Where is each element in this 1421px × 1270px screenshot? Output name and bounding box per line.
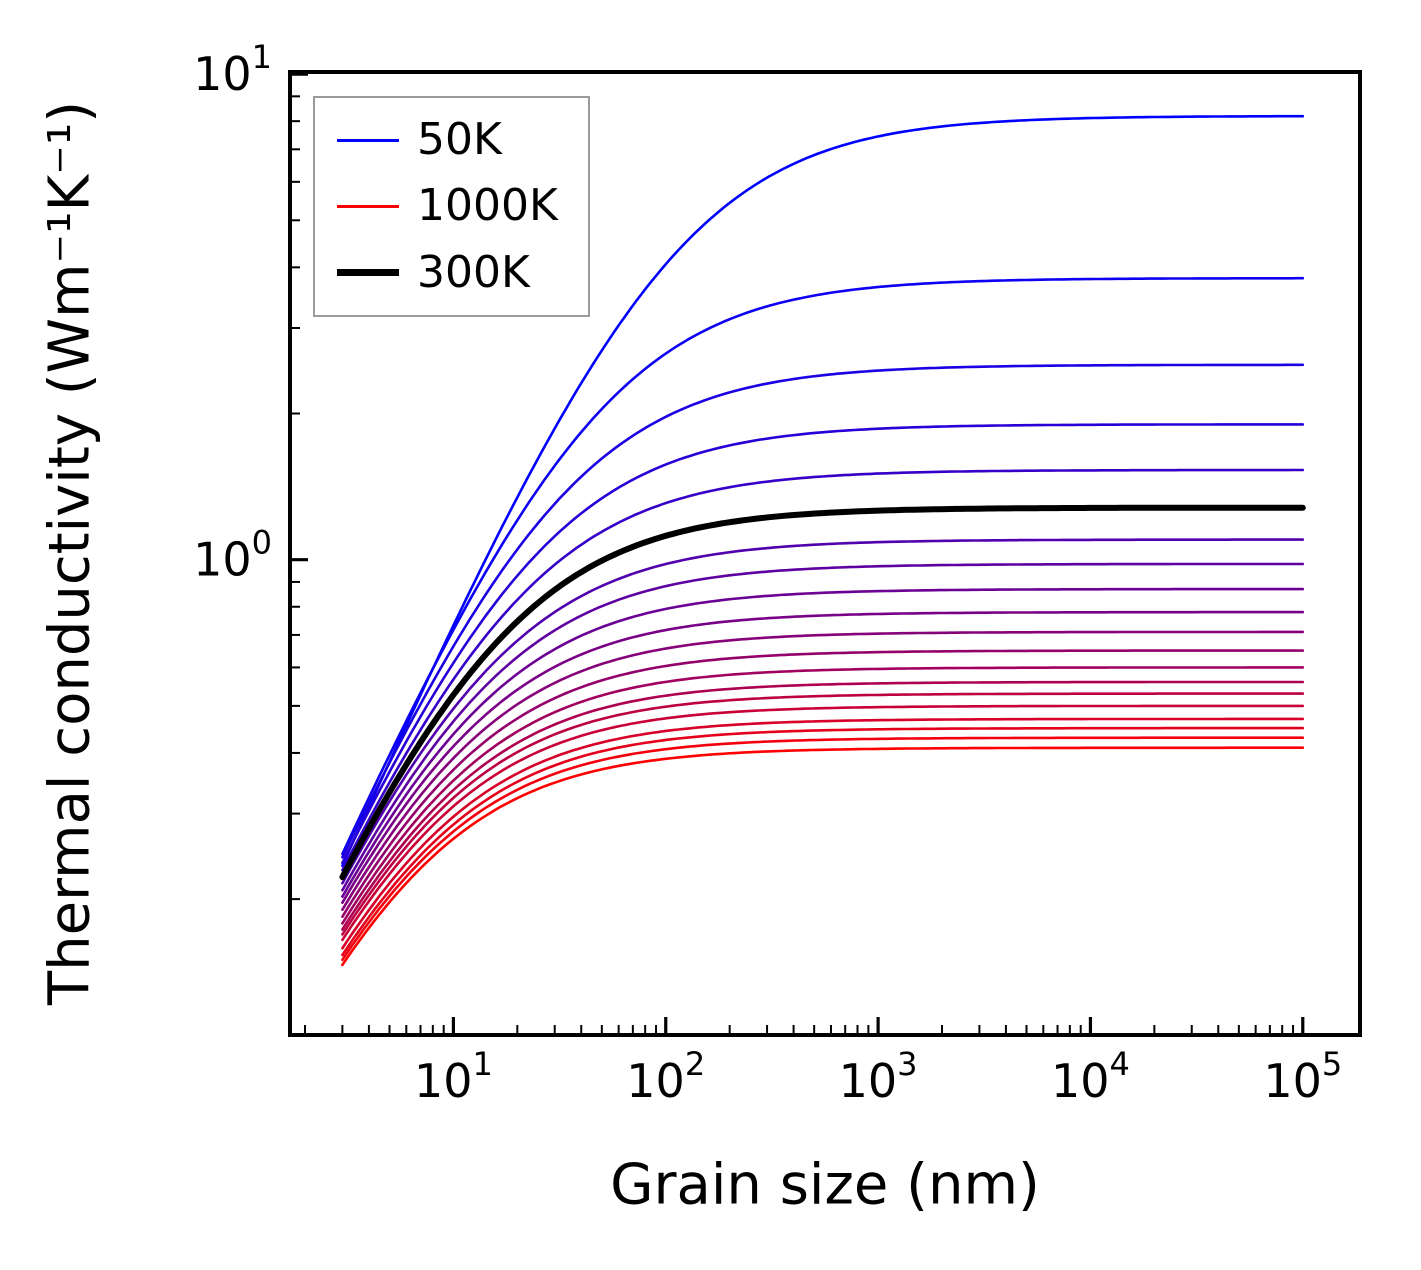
series-line-150K [341,363,1305,859]
legend-line-sample-300K [337,269,399,277]
legend-item-1000K: 1000K [337,180,558,232]
tick-label: 102 [626,1045,705,1108]
legend-label-1000K: 1000K [417,180,558,232]
series-line-250K [341,468,1305,872]
series-line-850K [341,717,1305,950]
series-line-800K [341,704,1305,942]
series-line-400K [341,562,1305,892]
series-line-650K [341,666,1305,925]
tick-label: 104 [1051,1045,1130,1108]
series-line-500K [341,610,1305,904]
curves-group [339,114,1306,967]
legend-line-sample-1000K [337,205,399,209]
legend-line-sample-50K [337,138,399,142]
tick-label: 103 [839,1045,918,1108]
tick-label: 101 [193,38,272,101]
series-line-550K [341,630,1305,911]
y-axis-label: Thermal conductivity (Wm⁻¹K⁻¹) [37,100,103,1006]
series-line-900K [341,726,1305,957]
tick-label: 100 [193,524,272,587]
legend: 50K 1000K 300K [313,96,590,318]
series-line-1000K [341,746,1305,967]
axes-spines [288,70,1362,1037]
x-axis-label: Grain size (nm) [610,1152,1040,1218]
series-line-950K [341,736,1305,962]
tick-label: 105 [1263,1045,1342,1108]
series-line-200K [341,423,1305,865]
legend-item-50K: 50K [337,114,558,165]
legend-label-50K: 50K [417,114,502,165]
series-line-300K [339,504,1306,881]
series-line-350K [341,538,1305,885]
series-line-50K [341,114,1305,867]
series-line-750K [341,692,1305,936]
series-line-700K [341,680,1305,931]
series-line-450K [341,587,1305,898]
legend-item-300K: 300K [337,246,558,298]
legend-label-300K: 300K [417,246,530,298]
series-line-600K [341,649,1305,918]
series-line-100K [341,276,1305,856]
tick-label: 101 [414,1045,493,1108]
